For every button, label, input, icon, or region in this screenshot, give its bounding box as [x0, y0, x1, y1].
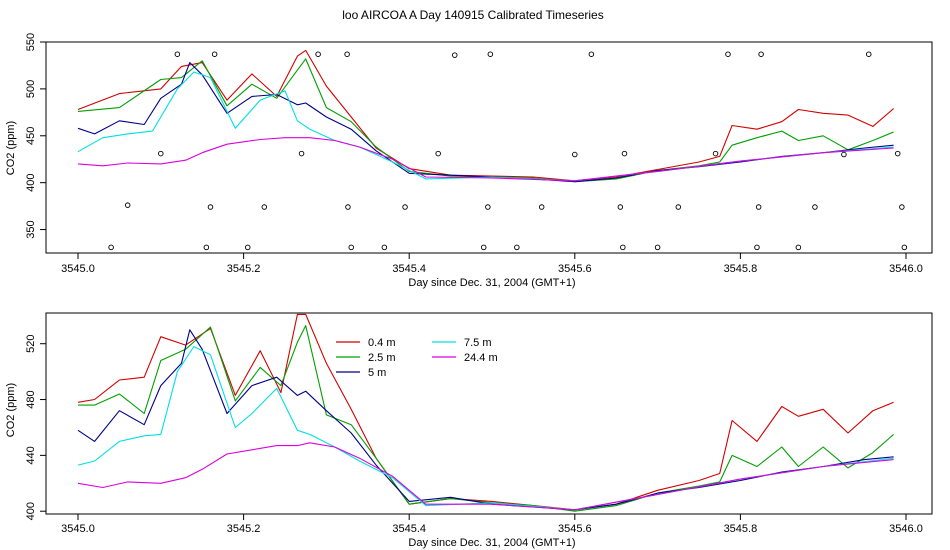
- y-axis-title: CO2 (ppm): [5, 121, 17, 175]
- flag-point: [244, 244, 251, 251]
- y-tick-label: 350: [25, 220, 37, 238]
- flag-point: [261, 204, 268, 210]
- x-tick-label: 3545.0: [61, 523, 95, 535]
- flag-point: [381, 244, 388, 251]
- y-tick-label: 400: [25, 502, 37, 520]
- flag-point: [344, 51, 350, 57]
- x-tick-label: 3545.4: [392, 263, 426, 275]
- series-line-24-4-m: [77, 442, 894, 511]
- x-axis-title: Day since Dec. 31, 2004 (GMT+1): [408, 277, 575, 289]
- flag-point: [211, 51, 218, 57]
- series-line-7-5-m: [77, 345, 894, 511]
- flag-point: [345, 204, 351, 210]
- x-tick-label: 3545.4: [392, 523, 426, 535]
- x-axis-title: Day since Dec. 31, 2004 (GMT+1): [408, 537, 575, 549]
- y-tick-label: 550: [25, 33, 37, 51]
- flag-point: [621, 150, 628, 157]
- series-line-s5: [77, 62, 894, 183]
- legend-label: 0.4 m: [368, 337, 396, 349]
- x-tick-label: 3546.0: [889, 263, 923, 275]
- bottom-panel: 3545.0 3545.2 3545.4 3545.6 3545.8 3546.0 400 4…: [5, 312, 933, 549]
- flag-point: [675, 204, 682, 210]
- plot-frame: [45, 41, 933, 254]
- flag-point: [487, 51, 494, 57]
- flag-point: [795, 244, 802, 251]
- flag-point: [754, 244, 760, 251]
- series-line-s04: [77, 49, 894, 182]
- legend-label: 24.4 m: [464, 352, 498, 364]
- flag-point: [588, 51, 595, 57]
- x-tick-label: 3545.2: [227, 523, 261, 535]
- x-tick-label: 3546.0: [889, 523, 923, 535]
- series-line-s75: [77, 71, 894, 182]
- y-tick-label: 450: [25, 127, 37, 145]
- y-tick-label: 520: [25, 335, 37, 353]
- flag-point: [755, 204, 762, 210]
- x-tick-label: 3545.0: [61, 263, 95, 275]
- series-line-s25: [77, 58, 894, 183]
- flag-point: [538, 204, 545, 210]
- flag-point: [203, 244, 210, 251]
- flag-point: [712, 150, 719, 157]
- y-tick-label: 500: [25, 80, 37, 98]
- flag-point: [451, 52, 458, 58]
- flag-point: [617, 204, 624, 210]
- flag-point: [402, 204, 408, 210]
- legend-label: 5 m: [368, 367, 386, 379]
- legend: 0.4 m 2.5 m 5 m 7.5 m 24.4 m: [336, 337, 498, 379]
- flag-point: [572, 151, 578, 158]
- y-axis-title: CO2 (ppm): [5, 383, 17, 437]
- y-tick-label: 480: [25, 390, 37, 408]
- flag-point: [158, 150, 164, 157]
- flag-point: [298, 150, 305, 157]
- flag-point: [725, 51, 731, 57]
- plot-frame: [45, 312, 933, 515]
- flag-point: [901, 244, 908, 251]
- x-tick-label: 3545.8: [724, 523, 758, 535]
- y-tick-label: 400: [25, 173, 37, 191]
- flag-point: [812, 204, 818, 210]
- flag-point: [758, 51, 764, 57]
- flag-point: [174, 51, 181, 57]
- flag-point: [899, 204, 905, 210]
- x-tick-label: 3545.6: [558, 263, 592, 275]
- series-line-2-5-m: [78, 325, 894, 512]
- x-tick-label: 3545.2: [227, 263, 261, 275]
- x-tick-label: 3545.6: [558, 523, 592, 535]
- flag-point: [207, 204, 214, 210]
- flag-point: [865, 51, 872, 57]
- flag-point: [435, 150, 441, 157]
- legend-label: 7.5 m: [464, 337, 492, 349]
- flag-point: [514, 244, 520, 251]
- flag-point: [108, 244, 114, 251]
- figure-title: loo AIRCOA A Day 140915 Calibrated Times…: [342, 8, 603, 22]
- series-line-s244: [77, 137, 894, 182]
- flag-point: [894, 150, 901, 157]
- y-tick-label: 440: [25, 446, 37, 464]
- flag-point: [620, 244, 626, 251]
- x-tick-label: 3545.8: [724, 263, 758, 275]
- legend-label: 2.5 m: [368, 352, 396, 364]
- flag-point: [348, 244, 354, 251]
- series-line-5-m: [77, 329, 894, 511]
- flag-point: [485, 204, 491, 210]
- top-panel: 3545.0 3545.2 3545.4 3545.6 3545.8 3546.0 350 4…: [5, 33, 933, 289]
- flag-point: [480, 244, 487, 251]
- flag-point: [841, 151, 847, 158]
- flag-point: [124, 202, 131, 208]
- flag-point: [654, 244, 661, 251]
- flag-point: [315, 51, 321, 57]
